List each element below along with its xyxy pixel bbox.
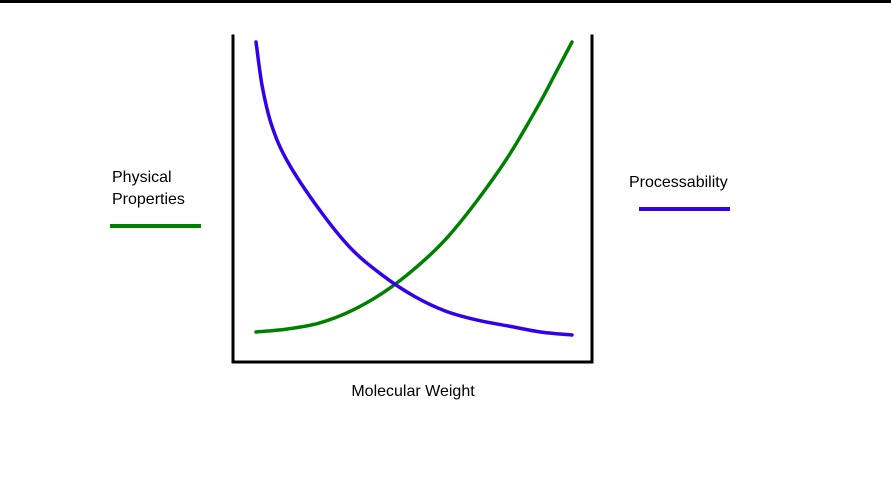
legend-processability-swatch [639,207,730,211]
axes [231,34,594,364]
legend-processability-label: Processability [629,174,728,191]
x-axis-label: Molecular Weight [351,383,475,400]
legend-physical-properties-label: Physical Properties [112,169,185,208]
series-physical-properties-line [254,40,574,334]
series-layer [254,40,574,337]
legend-physical-properties-swatch [110,224,201,228]
top-rule [0,0,891,3]
series-processability-line [254,40,574,337]
